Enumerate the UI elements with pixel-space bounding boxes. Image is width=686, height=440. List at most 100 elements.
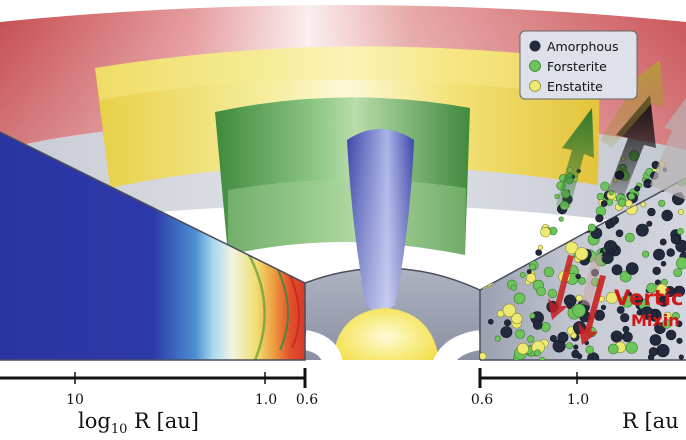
dust-grain: [500, 234, 510, 244]
dust-grain: [675, 239, 686, 253]
dust-grain: [526, 220, 534, 229]
dust-grain: [529, 312, 536, 319]
dust-grain: [635, 223, 649, 237]
dust-grain: [517, 342, 529, 355]
dust-grain: [658, 295, 670, 307]
dust-grain: [533, 349, 541, 357]
dust-grain: [503, 256, 510, 264]
dust-grain: [485, 236, 500, 251]
dust-grain: [480, 264, 485, 271]
dust-grain: [535, 249, 543, 256]
grey-outflow-arrow: [650, 98, 686, 200]
dust-grain: [663, 311, 672, 320]
central-star: [300, 308, 490, 375]
legend-label-forsterite: Forsterite: [547, 59, 607, 74]
dust-grain: [642, 250, 650, 258]
dust-grain: [557, 331, 569, 343]
dust-grain: [536, 211, 548, 223]
dust-grain: [529, 263, 536, 271]
right-axis-tick-0.6: 0.6: [471, 392, 493, 408]
dust-grain: [665, 329, 677, 341]
dust-grain: [532, 219, 540, 226]
vertical-mixing-label-line1: Vertic: [614, 286, 683, 310]
dust-grain: [502, 303, 516, 317]
dust-grain: [503, 211, 510, 218]
green-outflow-arrow: [556, 108, 594, 208]
dust-grain: [578, 277, 586, 285]
dust-grain: [511, 313, 523, 325]
dust-grain: [605, 291, 618, 304]
dust-grain: [675, 320, 683, 328]
dust-grain: [540, 227, 551, 238]
dust-grain: [573, 344, 579, 350]
dust-grain: [526, 335, 535, 343]
dust-grain: [505, 227, 517, 240]
dust-grain: [622, 325, 630, 333]
dust-grain: [558, 226, 568, 236]
legend-box: [519, 30, 638, 100]
dust-grain: [482, 232, 490, 239]
dust-grain: [675, 257, 686, 270]
dust-grain: [539, 356, 545, 360]
dust-grain: [491, 215, 502, 225]
dust-grain: [625, 341, 638, 354]
right-axis-tick-1.0: 1.0: [567, 392, 589, 408]
dust-grain: [625, 262, 639, 275]
legend-marker-forsterite: [529, 60, 541, 72]
dust-grain: [487, 318, 494, 325]
dust-grain: [513, 292, 526, 305]
dust-grain: [540, 322, 551, 332]
dust-grain: [606, 198, 614, 206]
dust-grain: [649, 334, 662, 346]
dust-grain: [643, 181, 651, 188]
dust-grain: [620, 294, 634, 308]
left-radius-axis: 10 1.0 0.6 log10 R [au]: [0, 368, 318, 437]
dust-grain: [647, 207, 656, 217]
outflow-arrows: [556, 60, 686, 208]
legend-label-amorphous: Amorphous: [547, 39, 618, 54]
dust-grain: [619, 270, 632, 283]
left-axis-tick-0.6: 0.6: [296, 392, 318, 408]
dust-grain: [661, 209, 673, 222]
dust-grain: [576, 353, 583, 360]
dust-grain: [566, 342, 574, 350]
legend-label-enstatite: Enstatite: [547, 79, 603, 94]
dust-grain: [673, 268, 683, 277]
dust-grain: [520, 245, 532, 257]
dust-grain: [576, 220, 586, 230]
dust-grain: [500, 265, 508, 274]
gold-outflow-arrow: [600, 60, 664, 148]
dust-grain: [498, 214, 506, 222]
green-shell: [215, 97, 470, 255]
dust-grain: [571, 216, 581, 226]
dust-grain: [566, 303, 573, 309]
dust-grain: [595, 206, 607, 217]
dust-grain: [655, 283, 668, 296]
dust-grain: [506, 217, 513, 224]
dust-grain: [565, 241, 579, 255]
dust-grain: [660, 261, 667, 267]
dust-grain: [608, 248, 614, 255]
legend-marker-enstatite: [529, 80, 541, 92]
dust-grain: [485, 239, 500, 254]
dust-grain: [543, 266, 555, 278]
dust-grain: [677, 227, 684, 235]
dust-grain: [480, 352, 487, 360]
dust-grain: [640, 306, 654, 320]
dust-grain: [526, 269, 532, 275]
dust-grain: [480, 220, 489, 229]
black-outflow-arrow: [608, 95, 656, 196]
dust-grain: [625, 232, 635, 243]
dust-grain: [549, 334, 557, 342]
dust-grain: [486, 248, 498, 260]
escaping-dust-grains: [535, 150, 668, 256]
vertical-mixing-label-line2: Mixin: [631, 311, 680, 330]
dust-grain: [570, 332, 577, 339]
polar-jet: [347, 129, 414, 312]
dust-grain: [480, 278, 489, 290]
dust-grain: [640, 201, 647, 208]
dust-grain: [523, 238, 532, 248]
dust-grain: [532, 320, 543, 330]
dust-grain: [653, 248, 665, 261]
